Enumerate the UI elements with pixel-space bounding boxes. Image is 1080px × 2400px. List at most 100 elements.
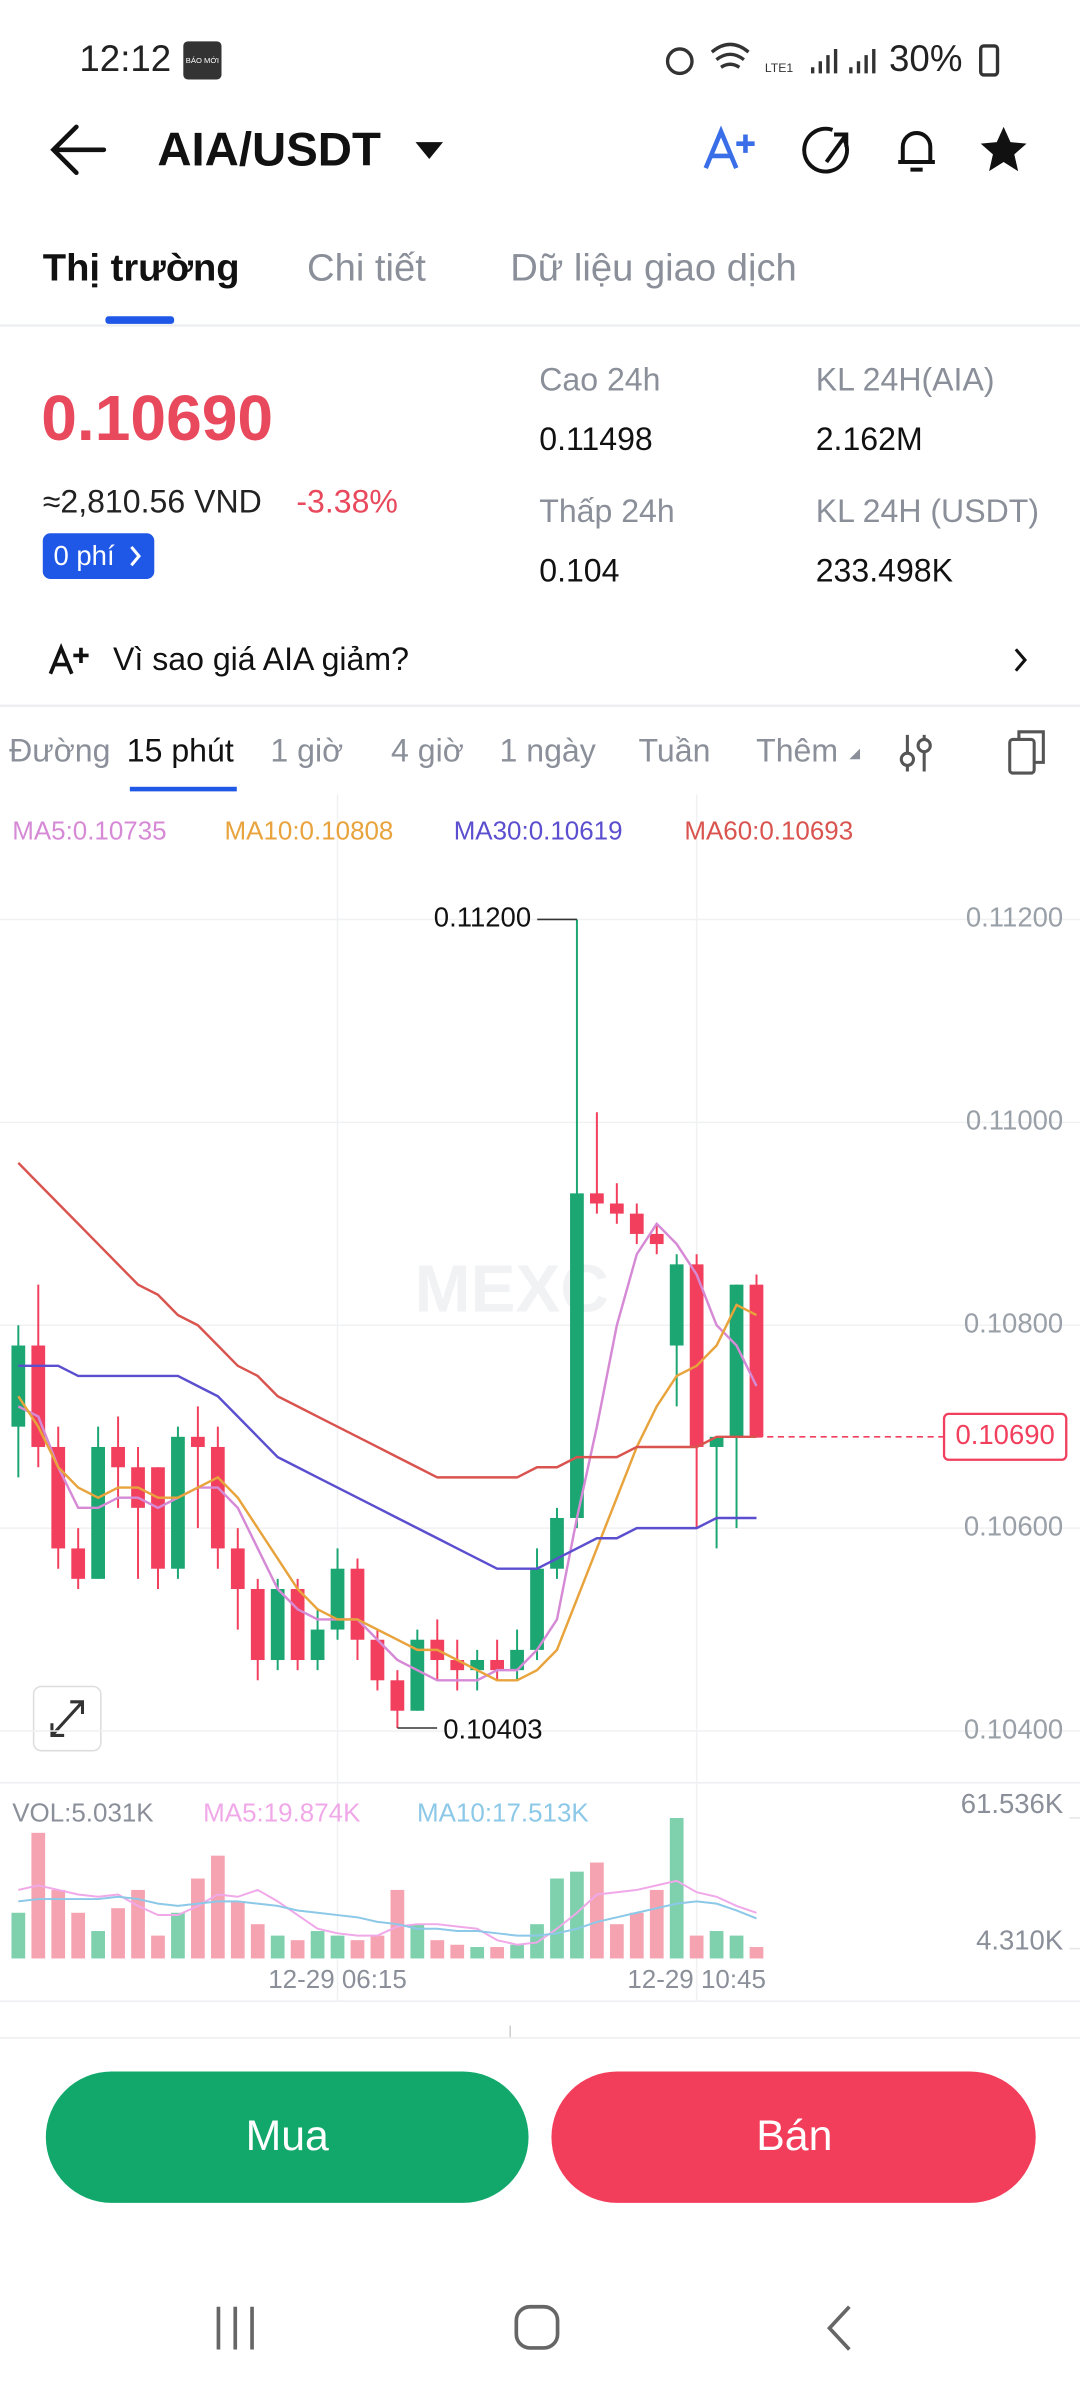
tab[interactable]: Dữ liệu giao dịch [510,247,797,290]
nav-back[interactable] [826,2305,851,2351]
pair-dropdown[interactable] [415,142,443,159]
volume-bar [310,1931,325,1959]
candle-body [51,1446,66,1549]
sell-button[interactable] [551,2071,1036,2203]
volume-bar [350,1940,365,1959]
nav-home[interactable] [514,2304,560,2350]
candle-body [71,1548,86,1579]
fee-badge-text[interactable]: 0 phí [53,540,114,571]
interval-tab[interactable]: Tuần [639,733,711,769]
back-button[interactable] [50,124,107,175]
candle-body [570,1193,584,1518]
candle-body [330,1568,345,1630]
reason-link[interactable]: Vì sao giá AIA giảm? [113,641,409,677]
sell-label: Bán [756,2112,832,2160]
volume-bar [191,1878,205,1959]
pair-title[interactable]: AIA/USDT [157,123,381,176]
volume-bar [410,1924,425,1959]
volume-bar [250,1924,265,1959]
tab[interactable]: Chi tiết [307,247,426,290]
candle-body [310,1629,325,1661]
stat-value: 0.11498 [539,421,653,457]
nav-recents[interactable] [216,2306,254,2350]
volume-bar [609,1924,624,1959]
interval-tab[interactable]: 1 giờ [270,733,343,769]
volume-ma-line [18,1879,757,1946]
ma-line [17,1162,757,1479]
favorite-icon[interactable] [980,126,1027,172]
volume-bar [450,1944,465,1959]
volume-bar [11,1912,26,1959]
candle-body [350,1568,365,1640]
stat-label: Cao 24h [539,361,660,397]
candle-body [649,1233,664,1245]
y-tick-label: 61.536K [961,1788,1064,1819]
candle-body [210,1446,225,1549]
reason-chevron[interactable] [1014,648,1028,672]
volume-bar [570,1871,584,1959]
candle-body [590,1193,604,1204]
volume-bar [230,1901,245,1959]
y-tick-label: 0.10400 [964,1713,1063,1744]
fee-badge[interactable] [42,533,155,580]
volume-bar [649,1889,664,1959]
tab[interactable]: Thị trường [43,247,240,290]
volume-bar [490,1947,505,1959]
candle-body [450,1660,465,1671]
more-triangle [849,748,861,760]
candle-body [629,1213,644,1234]
stat-value: 0.104 [539,552,619,588]
candle-body [11,1345,26,1427]
candle-body [250,1588,265,1661]
ai-icon[interactable] [703,125,755,170]
legend-entry: MA5:0.10735 [12,815,166,845]
candle-body [191,1436,205,1447]
candle-body [151,1467,165,1569]
volume-bar [629,1912,644,1959]
interval-indicator [129,786,237,792]
interval-tab[interactable]: 15 phút [127,733,234,769]
volume-bar [91,1931,106,1959]
candle-body [171,1436,185,1569]
volume-ma-line [18,1895,757,1937]
badge-text: BÁO MỚI [186,56,219,65]
badge-icon [183,41,222,80]
x-tick-label: 12-29 10:45 [627,1964,766,1994]
interval-tab[interactable]: 4 giờ [391,733,464,769]
price-change: -3.38% [296,484,398,520]
volume-bar [210,1855,225,1959]
ai-icon [48,642,89,675]
candle-body [390,1680,405,1711]
volume-bar [749,1947,764,1959]
y-tick-label: 0.10600 [964,1510,1063,1541]
fee-chevron [130,545,141,567]
volume-bar [31,1832,46,1959]
legend-entry: MA10:0.10808 [225,815,394,845]
volume-bar [270,1935,285,1959]
candle-body [290,1588,305,1661]
buy-button[interactable] [45,2071,529,2203]
interval-tab[interactable]: Thêm [756,733,838,769]
candle-body [609,1203,624,1214]
interval-tab[interactable]: 1 ngày [500,733,596,769]
interval-tab[interactable]: Đường [9,733,110,769]
annotation-label: 0.11200 [434,902,531,933]
volume-bar [510,1944,524,1959]
ma-line [18,1364,757,1570]
status-icons [665,42,1000,77]
alert-icon[interactable] [898,131,935,172]
candle-body [709,1436,724,1447]
network-label: LTE1 [765,61,794,75]
y-tick-label: 4.310K [976,1925,1064,1956]
buy-label: Mua [246,2112,329,2160]
expand-icon [50,1700,85,1737]
tab-indicator [105,316,175,324]
volume-bar [71,1912,86,1959]
candle-body [530,1568,544,1650]
last-price: 0.10690 [41,382,273,454]
candle-body [510,1649,524,1671]
volume-bar [430,1940,445,1959]
stat-value: 233.498K [816,552,954,588]
share-icon[interactable] [802,126,849,174]
